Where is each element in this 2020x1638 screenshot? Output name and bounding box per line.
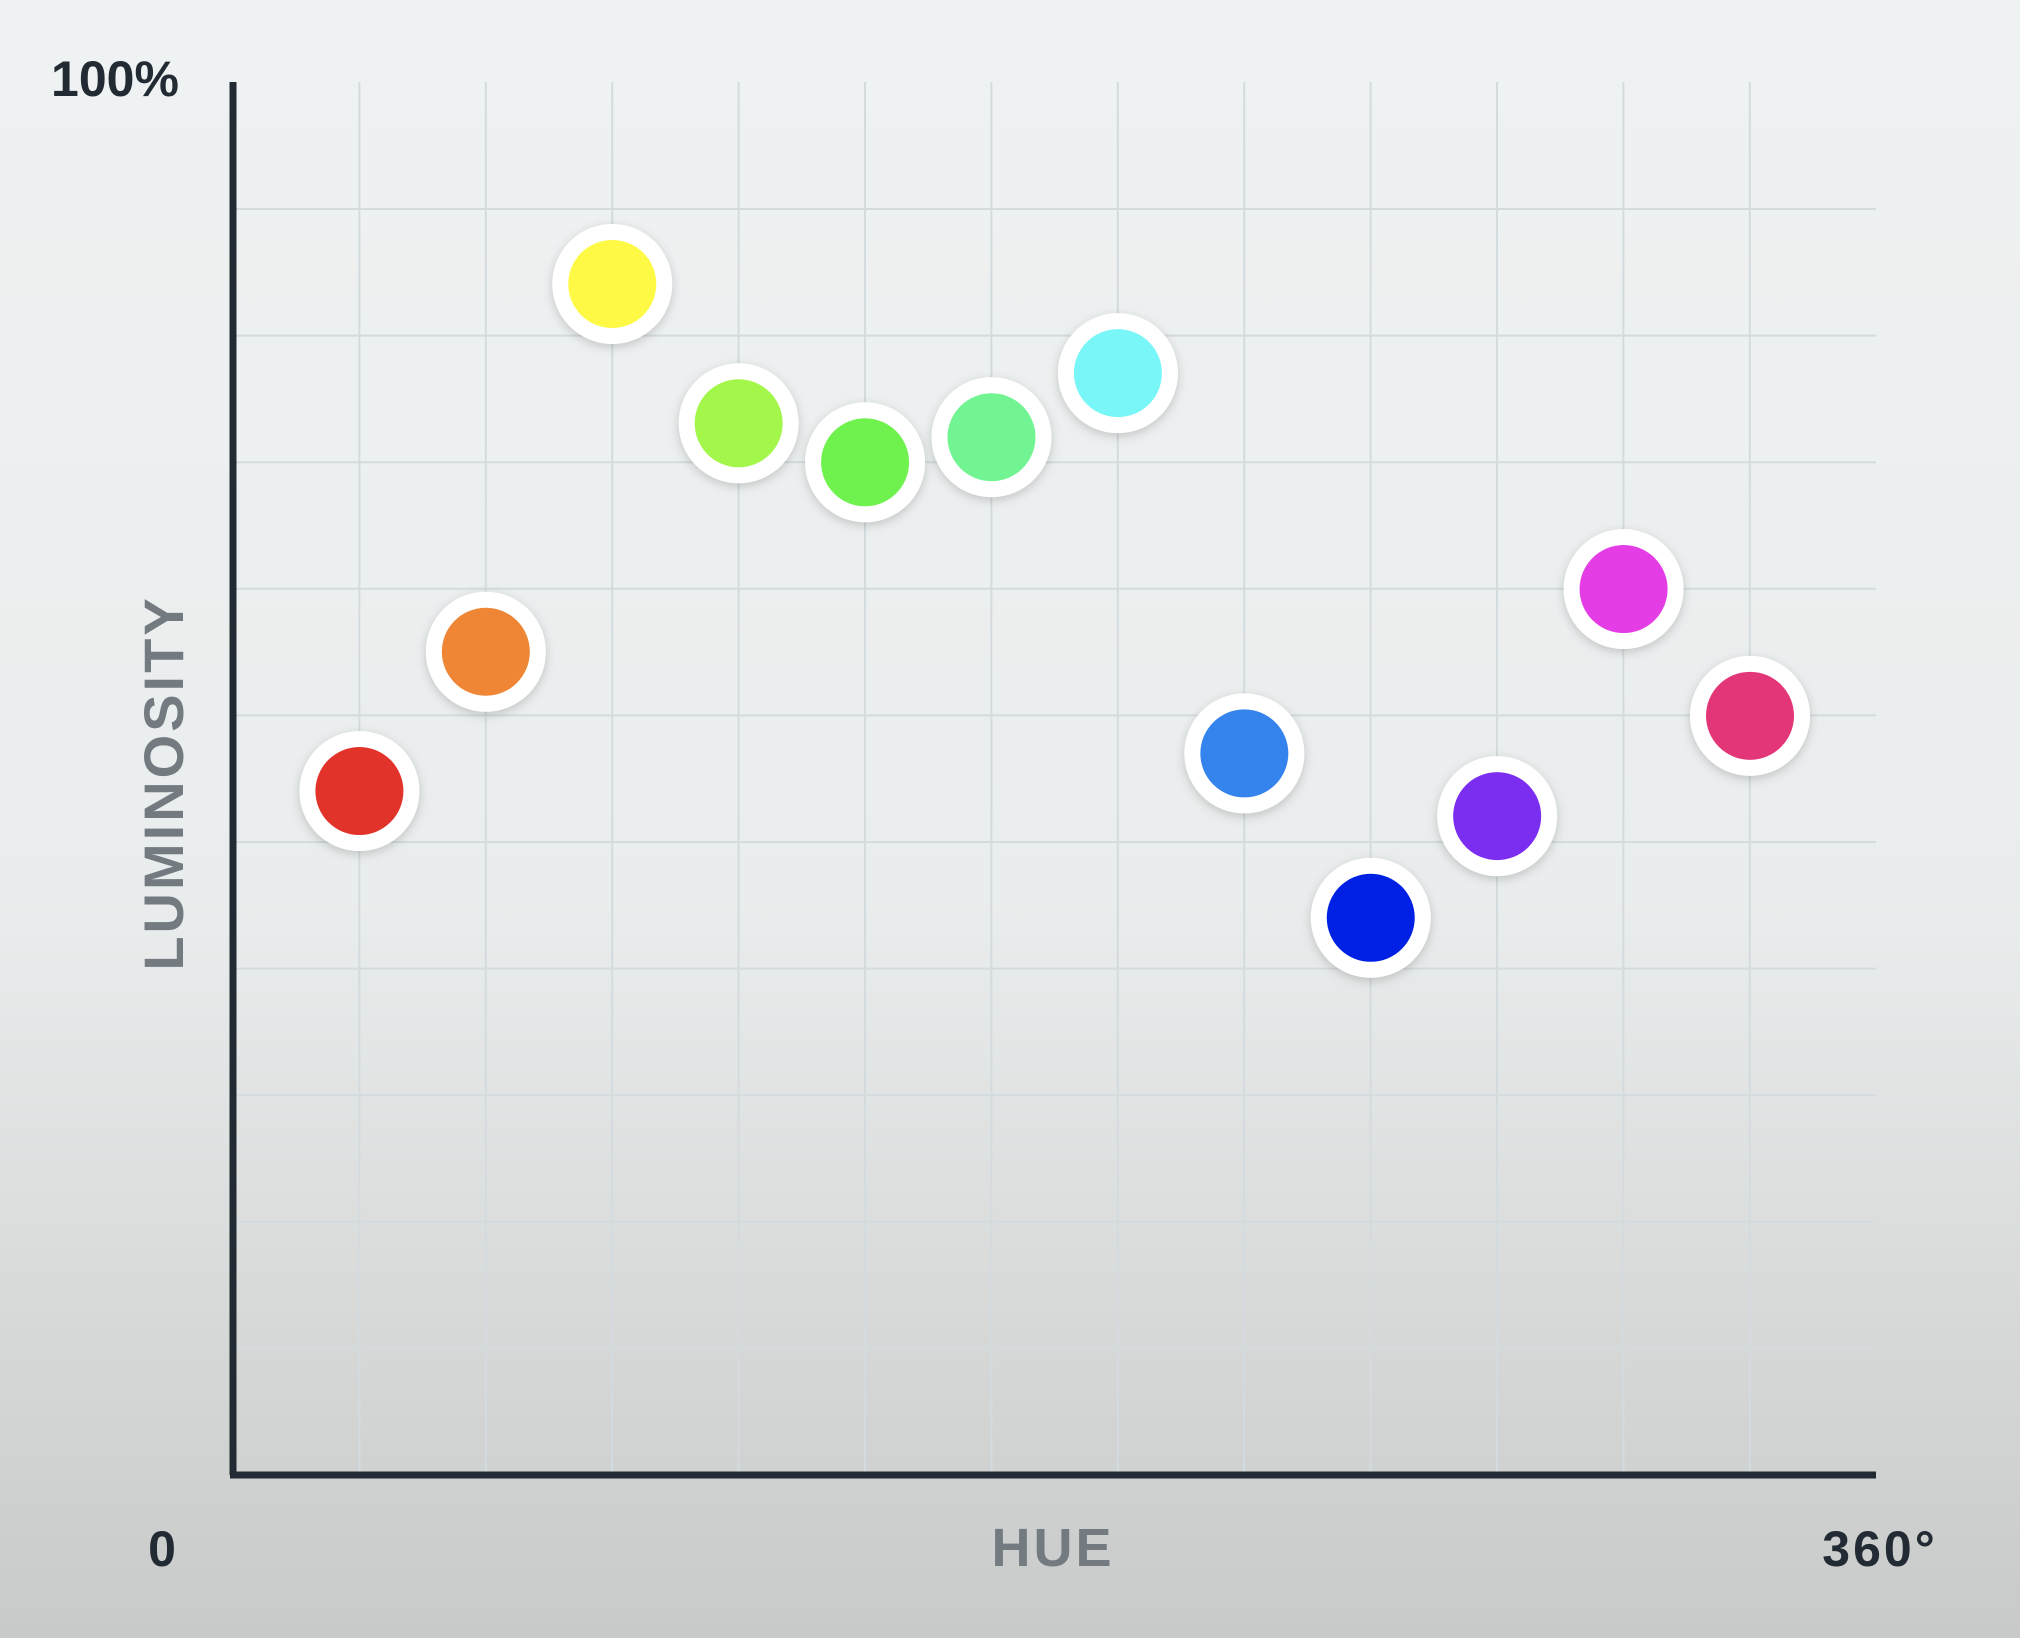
data-point-dot xyxy=(947,393,1036,482)
data-point xyxy=(1437,756,1558,877)
data-point-dot xyxy=(1326,873,1415,962)
data-point-dot xyxy=(1706,671,1794,760)
data-point-dot xyxy=(568,239,657,328)
data-point xyxy=(1057,313,1178,434)
data-point-dot xyxy=(441,607,530,696)
data-point xyxy=(425,591,546,712)
data-point xyxy=(1563,529,1684,650)
data-point-dot xyxy=(694,379,783,468)
data-point-dot xyxy=(1073,329,1162,418)
data-point xyxy=(1184,693,1305,814)
grid-lines xyxy=(233,82,1876,1475)
y-axis-max-tick: 100% xyxy=(51,51,179,107)
x-axis-min-tick: 0 xyxy=(148,1521,176,1577)
data-point xyxy=(678,363,799,484)
data-point xyxy=(931,377,1052,498)
x-axis-max-tick: 360° xyxy=(1822,1521,1937,1577)
data-point xyxy=(299,731,420,852)
y-axis-label: LUMINOSITY xyxy=(132,595,195,970)
data-point xyxy=(552,223,673,344)
data-points xyxy=(299,223,1810,978)
data-point-dot xyxy=(315,747,404,836)
data-point-dot xyxy=(1579,545,1668,634)
x-axis-label: HUE xyxy=(991,1518,1114,1578)
data-point xyxy=(805,402,926,523)
data-point-dot xyxy=(821,418,910,507)
data-point-dot xyxy=(1453,772,1542,861)
data-point xyxy=(1690,655,1810,776)
data-point-dot xyxy=(1200,709,1289,798)
data-point xyxy=(1310,857,1431,978)
